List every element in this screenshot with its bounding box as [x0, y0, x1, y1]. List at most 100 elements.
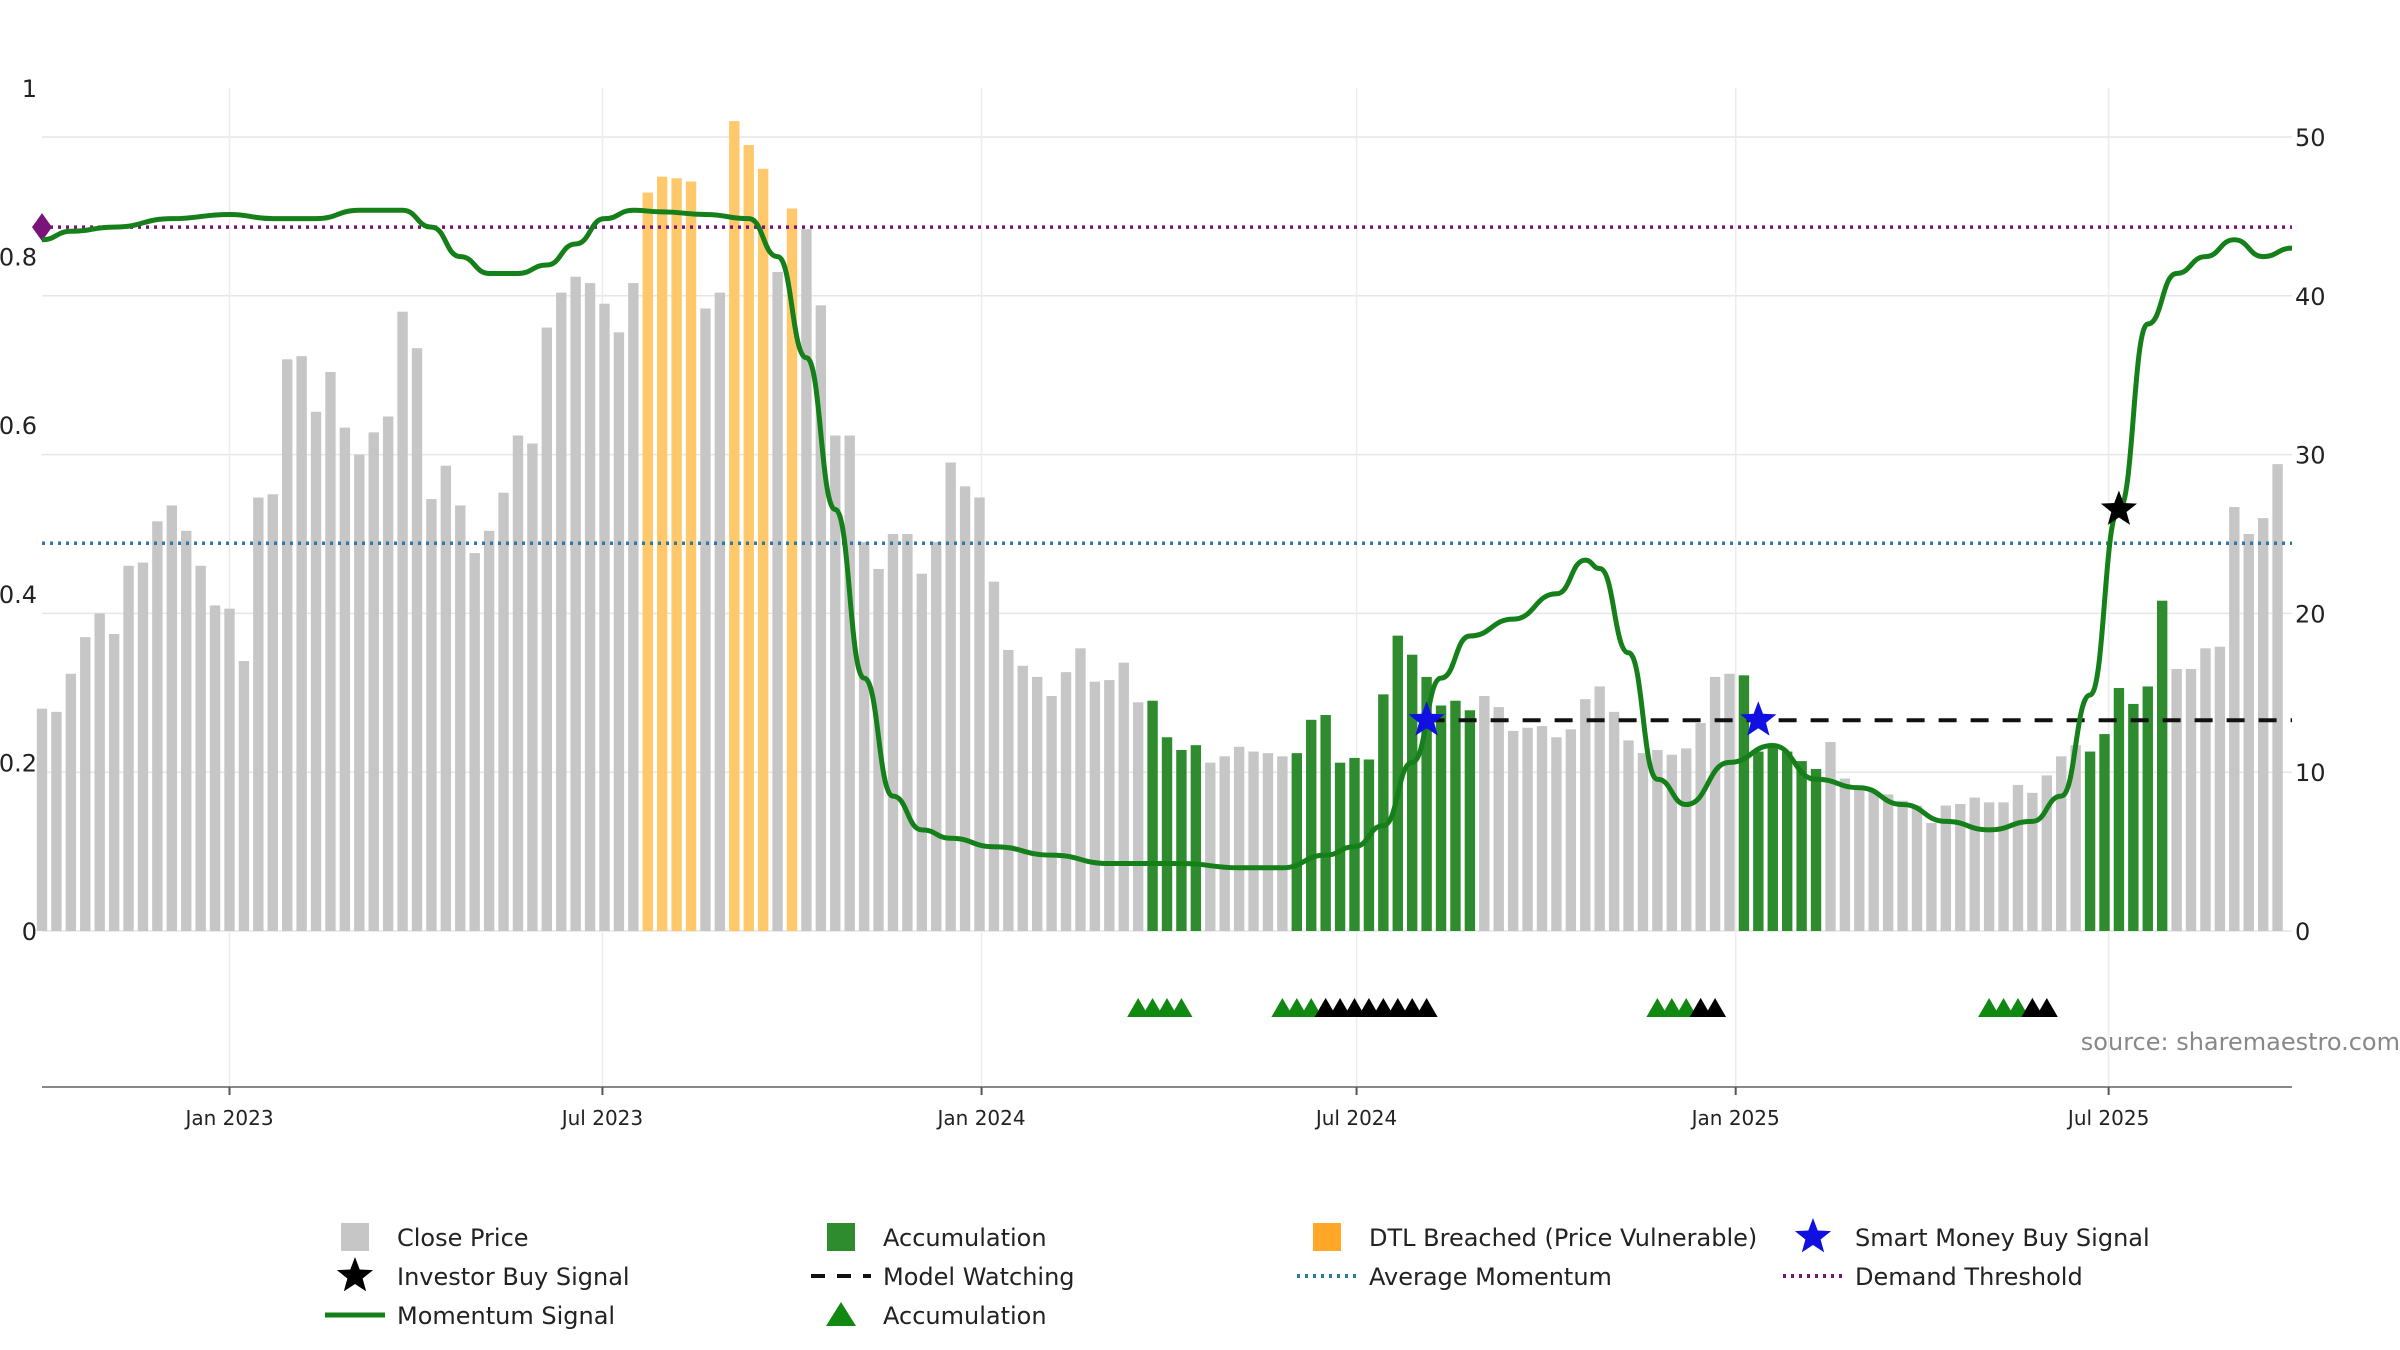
close-price-bar [253, 497, 264, 931]
close-price-bar [296, 356, 307, 931]
close-price-bar [80, 637, 91, 931]
watch-triangle [1343, 998, 1366, 1017]
dtl-bar [671, 178, 682, 932]
dtl-bar [757, 168, 769, 931]
legend-label: Model Watching [883, 1263, 1075, 1291]
accumulation-triangle [1300, 998, 1323, 1017]
dtl-bar [685, 181, 697, 932]
close-price-bar [2243, 534, 2254, 931]
close-price-bar [1536, 726, 1548, 931]
close-price-bar [1623, 740, 1634, 931]
close-price-bar [974, 497, 985, 931]
close-price-bar [1897, 800, 1908, 931]
close-price-bar [1522, 727, 1533, 931]
close-price-bar [1926, 823, 1937, 931]
axes: Jan 2023 Jul 2023 Jan 2024 Jul 2024 Jan 2025… [0, 75, 2326, 1130]
close-price-bar [411, 348, 423, 932]
x-tick-label: Jul 2025 [2066, 1106, 2149, 1130]
close-price-bar [1911, 805, 1923, 931]
watch-triangle [1314, 998, 1337, 1017]
legend-label: Demand Threshold [1855, 1263, 2083, 1291]
watch-triangle [2021, 998, 2044, 1017]
close-price-bar [916, 573, 927, 931]
close-price-bar [1637, 753, 1649, 931]
watch-triangle [1704, 998, 1727, 1017]
legend-item-dtl: DTL Breached (Price Vulnerable) [1313, 1223, 1757, 1252]
close-price-bar [2257, 518, 2269, 931]
close-price-bar [325, 372, 336, 931]
close-price-bar [267, 494, 278, 931]
close-price-bar [1666, 754, 1677, 931]
close-price-bar [152, 521, 163, 931]
close-price-bar [2171, 668, 2182, 931]
x-tick-label: Jan 2025 [1690, 1106, 1780, 1130]
close-price-bar [1709, 676, 1721, 931]
close-price-bar [945, 462, 956, 931]
close-price-bar [1118, 662, 1129, 931]
close-price-bar [137, 562, 149, 931]
watch-triangle [1357, 998, 1380, 1017]
accumulation-triangle [1675, 998, 1698, 1017]
close-price-bar [469, 553, 480, 931]
close-price-bar [1262, 753, 1274, 931]
close-price-bar [238, 661, 250, 931]
dtl-bar [786, 208, 798, 931]
close-price-bar [1032, 676, 1043, 931]
accumulation-bar [1738, 675, 1750, 931]
legend-item-watch: Model Watching [811, 1263, 1075, 1291]
close-price-bar [354, 454, 365, 931]
close-price-bar [1003, 649, 1014, 931]
close-price-bar [1882, 794, 1894, 931]
accumulation-bar [1147, 700, 1158, 931]
accumulation-bar [1753, 751, 1764, 931]
close-price-bar [1825, 742, 1836, 931]
watch-triangle [1386, 998, 1409, 1017]
close-price-bar [858, 541, 870, 931]
dtl-bar [729, 121, 740, 932]
close-price-bar [1075, 648, 1086, 931]
accumulation-triangle [1271, 998, 1294, 1017]
legend-item-avg: Average Momentum [1297, 1263, 1612, 1291]
left-y-tick-label: 0 [22, 918, 37, 946]
right-y-tick-label: 40 [2295, 283, 2326, 311]
close-price-bar [570, 276, 581, 931]
accumulation-bar [1190, 745, 1202, 931]
close-price-bar [1479, 695, 1490, 931]
close-price-bar [887, 534, 899, 931]
legend-swatch [1313, 1223, 1341, 1251]
close-price-bar [2185, 668, 2197, 931]
accumulation-bar [1291, 753, 1302, 931]
accumulation-triangle [1285, 998, 1308, 1017]
signal-markers [1127, 490, 2137, 1017]
right-y-tick-label: 50 [2295, 124, 2326, 152]
accumulation-bar [1450, 700, 1461, 931]
smart-money-buy-star [1740, 701, 1777, 736]
close-price-bar [51, 711, 62, 931]
left-y-tick-label: 0.8 [0, 244, 37, 272]
accumulation-bar [1378, 694, 1389, 931]
close-price-bar [1565, 729, 1577, 931]
close-price-bar [599, 303, 610, 931]
close-price-bar [1507, 730, 1519, 931]
close-price-bar [36, 708, 48, 931]
close-price-bar [815, 305, 827, 931]
close-price-bar [2214, 646, 2226, 931]
close-price-bar [440, 465, 452, 931]
close-price-bar [455, 505, 466, 931]
signal-lines [32, 207, 2293, 871]
legend-label: Accumulation [883, 1224, 1047, 1252]
close-price-bar [426, 499, 437, 931]
watch-triangle [1329, 998, 1352, 1017]
accumulation-bar [1407, 654, 1418, 931]
accumulation-bar [1334, 762, 1346, 931]
close-price-bar [1219, 756, 1230, 931]
close-price-bar [483, 530, 495, 931]
legend-star-icon [336, 1257, 374, 1292]
close-price-bar [1277, 756, 1288, 931]
accumulation-triangle [1170, 998, 1193, 1017]
right-y-tick-label: 0 [2295, 918, 2310, 946]
close-price-bar [382, 416, 394, 931]
close-price-bar [931, 541, 942, 931]
watch-triangle [1372, 998, 1395, 1017]
legend-swatch [341, 1223, 369, 1251]
